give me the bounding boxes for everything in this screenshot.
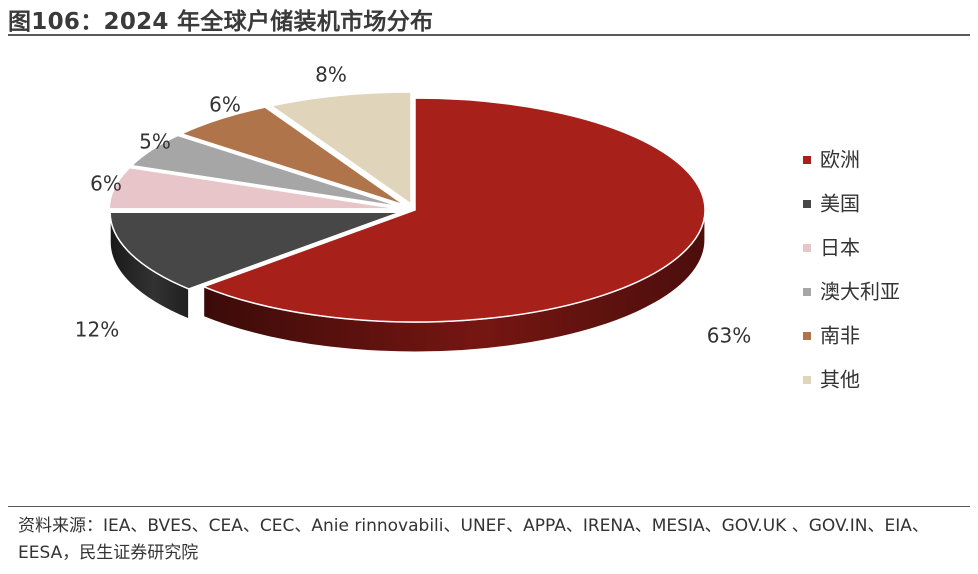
data-label: 12% — [75, 318, 119, 342]
slice-5 — [179, 106, 406, 206]
pie-slices — [108, 91, 706, 323]
legend-label: 日本 — [820, 236, 860, 260]
legend-swatch — [803, 332, 811, 340]
legend-label: 美国 — [820, 192, 860, 216]
slice-4 — [129, 134, 402, 208]
slice-3 — [108, 166, 400, 210]
slice-6 — [269, 91, 412, 206]
legend-swatch — [803, 244, 811, 252]
data-label: 8% — [315, 63, 347, 87]
legend-swatch — [803, 288, 811, 296]
legend-swatch — [803, 376, 811, 384]
data-label: 6% — [90, 172, 122, 196]
source-note: 资料来源：IEA、BVES、CEA、CEC、Anie rinnovabili、U… — [18, 516, 929, 563]
slice-1 — [201, 97, 706, 323]
title-divider — [8, 34, 970, 36]
legend-label: 欧洲 — [820, 148, 860, 172]
legend-label: 澳大利亚 — [820, 280, 900, 304]
data-label: 6% — [209, 93, 241, 117]
source-divider — [8, 506, 970, 507]
data-label: 63% — [707, 324, 751, 348]
legend-label: 南非 — [820, 324, 860, 348]
slice-2 — [109, 211, 401, 290]
legend-swatch — [803, 156, 811, 164]
legend-label: 其他 — [820, 368, 860, 392]
data-label: 5% — [139, 130, 171, 154]
figure-title: 图106：2024 年全球户储装机市场分布 — [8, 9, 434, 35]
legend-swatch — [803, 200, 811, 208]
data-labels: 63% 12% 6% 5% 6% 8% — [75, 63, 751, 348]
